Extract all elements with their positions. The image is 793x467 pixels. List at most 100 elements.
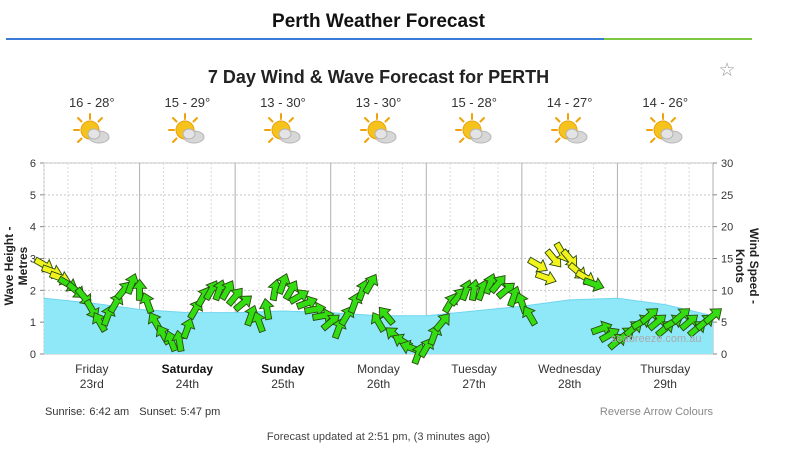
temperature-range: 16 - 28° (68, 95, 115, 110)
wind-arrow (488, 274, 506, 295)
day-label: Saturday 24th (139, 362, 235, 392)
day-name: Monday (357, 362, 400, 376)
wind-arrow (370, 312, 387, 333)
temperature-range: 15 - 29° (164, 95, 211, 110)
sunrise-label: Sunrise: (45, 406, 86, 418)
wind-arrow (131, 278, 148, 301)
left-tick-label: 1 (30, 317, 36, 329)
temperature-range: 13 - 30° (260, 95, 306, 110)
day-name: Sunday (261, 362, 305, 376)
wind-arrow (527, 256, 548, 273)
wind-arrow (522, 305, 539, 327)
partly-cloudy-icon (72, 112, 111, 148)
partly-cloudy-icon (550, 112, 589, 148)
wind-arrow (678, 314, 699, 332)
wind-arrow-shape (362, 273, 379, 295)
wind-arrow-shape (488, 274, 506, 295)
wind-arrow-shape (139, 292, 155, 315)
left-tick-label: 2 (30, 285, 36, 297)
wind-arrow-shape (582, 277, 605, 292)
right-tick-label: 0 (721, 349, 727, 361)
wind-arrow-shape (225, 287, 243, 307)
wind-arrow (362, 273, 379, 295)
temperature-range: 14 - 27° (546, 95, 593, 110)
day-date: 29th (653, 377, 677, 391)
day-name: Thursday (640, 362, 691, 376)
day-name: Friday (75, 362, 109, 376)
sunset-label: Sunset: (139, 406, 177, 418)
wind-arrow-shape (131, 278, 148, 301)
left-tick-label: 0 (30, 349, 36, 361)
wind-arrow-shape (251, 311, 266, 334)
day-label: Friday 23rd (44, 362, 140, 392)
right-tick-label: 25 (721, 190, 733, 202)
star-outline-icon[interactable]: ☆ (718, 60, 736, 81)
sunset-time: 5:47 pm (180, 406, 221, 418)
day-label: Monday 26th (331, 362, 427, 392)
partly-cloudy-icon (168, 112, 206, 148)
wind-arrow (432, 313, 450, 333)
wind-arrow (702, 308, 722, 326)
forecast-updated-text: Forecast updated at 2:51 pm, (3 minutes … (266, 431, 491, 443)
left-tick-label: 4 (30, 222, 36, 234)
day-date: 23rd (79, 377, 104, 391)
left-tick-label: 3 (30, 254, 36, 266)
wind-arrow-shape (647, 314, 667, 332)
day-date: 28th (557, 377, 582, 391)
day-name: Wednesday (538, 362, 602, 376)
watermark: seabreeze.com.au (611, 333, 702, 345)
temperature-range: 15 - 28° (451, 95, 497, 110)
wind-arrow-shape (378, 306, 396, 327)
wind-arrow-shape (232, 295, 253, 313)
wind-arrow-shape (670, 308, 691, 326)
day-date: 24th (175, 377, 200, 391)
day-name: Saturday (161, 362, 214, 376)
wind-arrow-shape (702, 308, 722, 326)
title-underline-green (604, 38, 752, 40)
title-underline-blue (6, 38, 604, 40)
chart-title: 7 Day Wind & Wave Forecast for PERTH (207, 67, 550, 87)
wind-arrow (670, 308, 691, 326)
wind-arrow (180, 317, 196, 340)
day-label: Sunday 25th (235, 362, 331, 392)
right-tick-label: 15 (721, 254, 733, 266)
partly-cloudy-icon (455, 112, 493, 148)
day-label: Tuesday 27th (426, 362, 522, 392)
wind-arrow-shape (180, 317, 196, 340)
right-tick-label: 5 (721, 317, 727, 329)
partly-cloudy-icon (646, 112, 684, 148)
wind-arrow (378, 306, 396, 327)
day-date: 26th (366, 377, 391, 391)
wind-arrow (232, 295, 253, 313)
wind-arrow-shape (678, 314, 699, 332)
wind-arrow-shape (639, 308, 659, 326)
wind-arrow (225, 287, 243, 307)
wind-arrow (534, 270, 557, 286)
reverse-arrow-colours-link[interactable]: Reverse Arrow Colours (599, 406, 713, 418)
wind-arrow (647, 314, 667, 332)
right-tick-label: 10 (721, 285, 733, 297)
wind-arrow (282, 280, 299, 302)
temperature-range: 14 - 26° (642, 95, 689, 110)
wind-arrow (251, 311, 266, 334)
sunrise-time: 6:42 am (89, 406, 130, 418)
day-name: Tuesday (451, 362, 497, 376)
wind-arrow-shape (534, 270, 557, 286)
wind-arrow-shape (522, 305, 539, 327)
wind-arrow (258, 297, 275, 321)
wind-arrow (139, 292, 155, 315)
wind-arrow-shape (432, 313, 450, 333)
wind-arrow (582, 277, 605, 292)
day-date: 27th (462, 377, 486, 391)
wind-arrow (311, 307, 335, 324)
left-tick-label: 6 (30, 158, 36, 170)
wind-arrow (639, 308, 659, 326)
wind-arrow-shape (370, 312, 387, 333)
wind-arrow-shape (560, 248, 578, 268)
partly-cloudy-icon (359, 112, 398, 148)
right-tick-label: 20 (721, 222, 733, 234)
wind-arrow-shape (527, 256, 548, 273)
wind-arrow (560, 248, 578, 268)
wind-arrow-shape (258, 297, 275, 321)
